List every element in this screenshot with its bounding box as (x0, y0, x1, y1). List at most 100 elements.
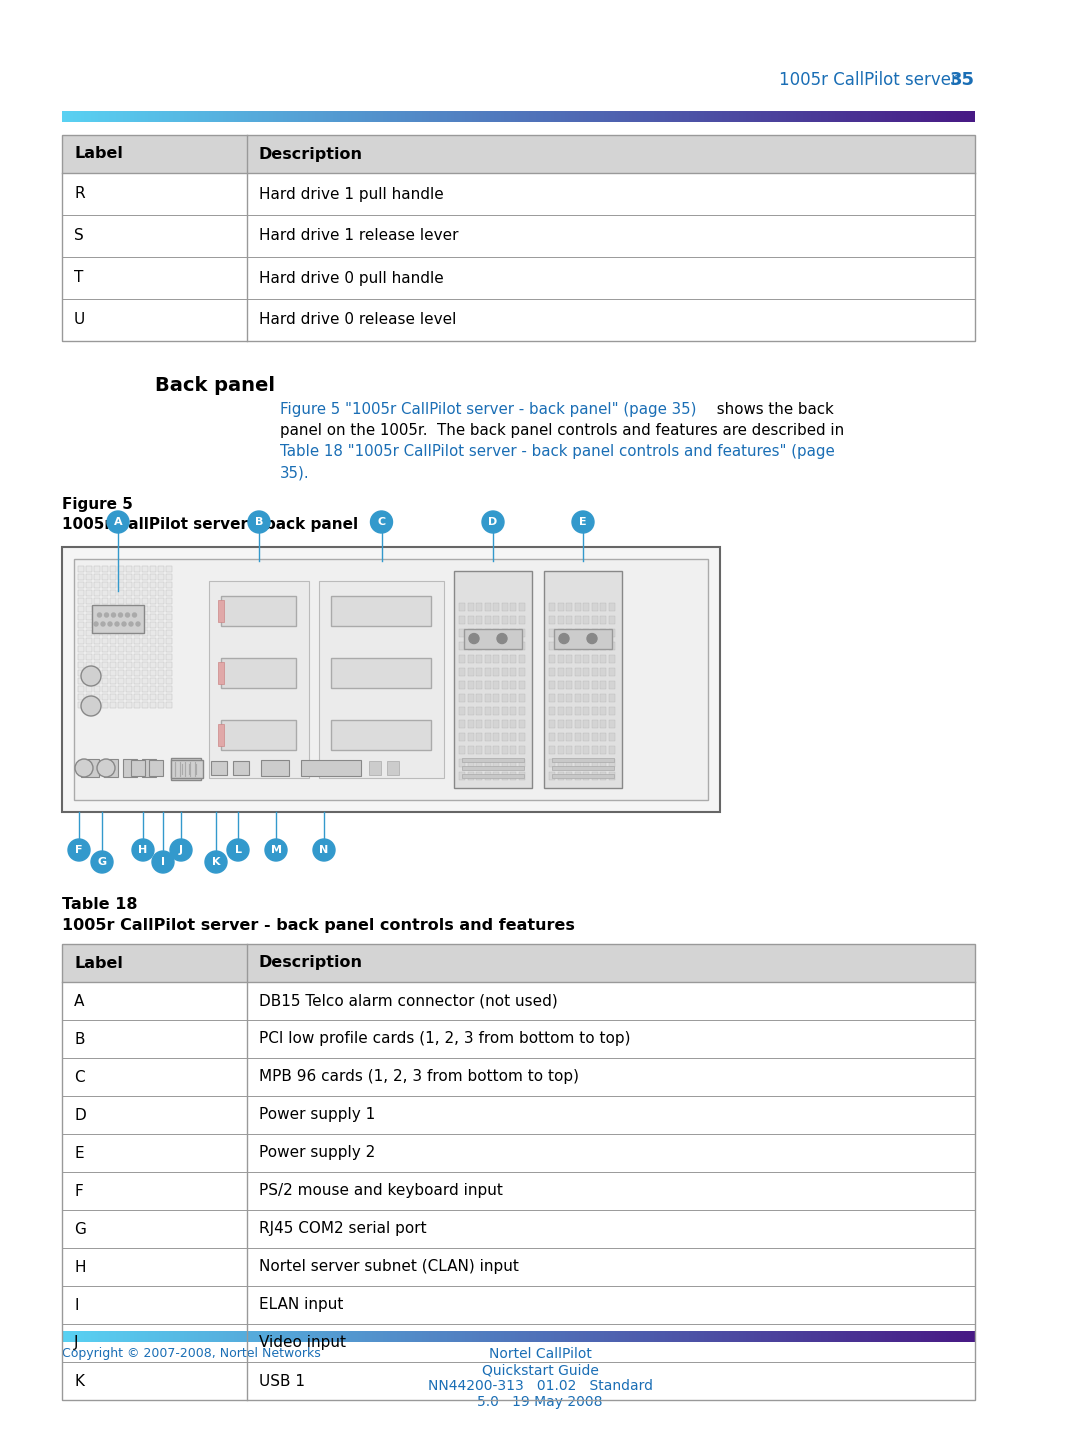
Bar (118, 566, 124, 572)
Bar (485, 746, 490, 755)
Bar (583, 603, 589, 611)
Bar (301, 760, 361, 776)
Text: Power supply 1: Power supply 1 (259, 1107, 375, 1123)
Bar (78, 654, 84, 660)
Bar (110, 613, 116, 621)
Bar (134, 606, 140, 612)
Bar (126, 598, 132, 603)
Bar (476, 668, 482, 675)
Text: Table 18 "1005r CallPilot server - back panel controls and features" (page: Table 18 "1005r CallPilot server - back … (280, 444, 835, 459)
Bar (549, 772, 555, 780)
Bar (102, 670, 108, 675)
Bar (549, 759, 555, 768)
Bar (150, 622, 156, 628)
Bar (566, 642, 572, 649)
Bar (476, 772, 482, 780)
Bar (468, 655, 473, 662)
Bar (110, 622, 116, 628)
Bar (134, 598, 140, 603)
Bar (126, 566, 132, 572)
Text: H: H (75, 1260, 85, 1274)
Bar (134, 678, 140, 684)
Bar (485, 629, 490, 636)
Text: 1005r CallPilot server - back panel controls and features: 1005r CallPilot server - back panel cont… (62, 919, 575, 933)
Bar (592, 642, 597, 649)
Bar (459, 733, 465, 742)
Bar (134, 654, 140, 660)
Bar (166, 694, 172, 700)
Bar (549, 629, 555, 636)
Bar (518, 759, 525, 768)
Bar (166, 678, 172, 684)
Bar (118, 638, 124, 644)
Bar (583, 746, 589, 755)
Circle shape (497, 634, 507, 644)
Bar (549, 668, 555, 675)
Bar (468, 616, 473, 624)
Bar (126, 631, 132, 636)
Bar (492, 707, 499, 716)
Bar (510, 694, 516, 701)
Text: D: D (488, 517, 498, 527)
Bar (158, 631, 164, 636)
Bar (583, 616, 589, 624)
Bar (592, 720, 597, 729)
Bar (501, 681, 508, 688)
Bar (476, 642, 482, 649)
Bar (141, 582, 148, 588)
Bar (118, 662, 124, 668)
Bar (86, 575, 92, 580)
Text: Figure 5 "1005r CallPilot server - back panel" (page 35): Figure 5 "1005r CallPilot server - back … (280, 402, 697, 418)
Circle shape (108, 622, 112, 626)
Bar (166, 654, 172, 660)
Bar (369, 760, 381, 775)
Bar (510, 707, 516, 716)
Circle shape (248, 511, 270, 533)
Bar (459, 681, 465, 688)
Bar (126, 678, 132, 684)
Bar (459, 707, 465, 716)
Circle shape (125, 613, 130, 616)
Text: G: G (75, 1221, 86, 1237)
Bar (552, 757, 615, 762)
Bar (134, 701, 140, 708)
Text: Label: Label (75, 147, 123, 161)
Text: C: C (377, 517, 386, 527)
Bar (166, 613, 172, 621)
Bar (158, 622, 164, 628)
Bar (492, 681, 499, 688)
Bar (476, 629, 482, 636)
Bar (468, 707, 473, 716)
Bar (575, 629, 581, 636)
Bar (141, 606, 148, 612)
Bar (86, 701, 92, 708)
Circle shape (97, 613, 102, 616)
Bar (158, 694, 164, 700)
Bar (492, 746, 499, 755)
Bar (566, 616, 572, 624)
Bar (583, 668, 589, 675)
Text: K: K (75, 1374, 84, 1388)
Bar (158, 613, 164, 621)
Text: J: J (179, 845, 183, 855)
Bar (608, 642, 615, 649)
Bar (158, 685, 164, 693)
Bar (134, 638, 140, 644)
Bar (575, 616, 581, 624)
Bar (575, 772, 581, 780)
Bar (150, 575, 156, 580)
Bar (62, 945, 975, 982)
Bar (468, 629, 473, 636)
Bar (501, 707, 508, 716)
Bar (583, 694, 589, 701)
Circle shape (482, 511, 504, 533)
Bar (600, 720, 606, 729)
Bar (126, 670, 132, 675)
Text: panel on the 1005r.  The back panel controls and features are described in: panel on the 1005r. The back panel contr… (280, 423, 845, 438)
Bar (608, 655, 615, 662)
Bar (78, 670, 84, 675)
Bar (158, 670, 164, 675)
Bar (141, 631, 148, 636)
Bar (110, 566, 116, 572)
Bar (468, 759, 473, 768)
